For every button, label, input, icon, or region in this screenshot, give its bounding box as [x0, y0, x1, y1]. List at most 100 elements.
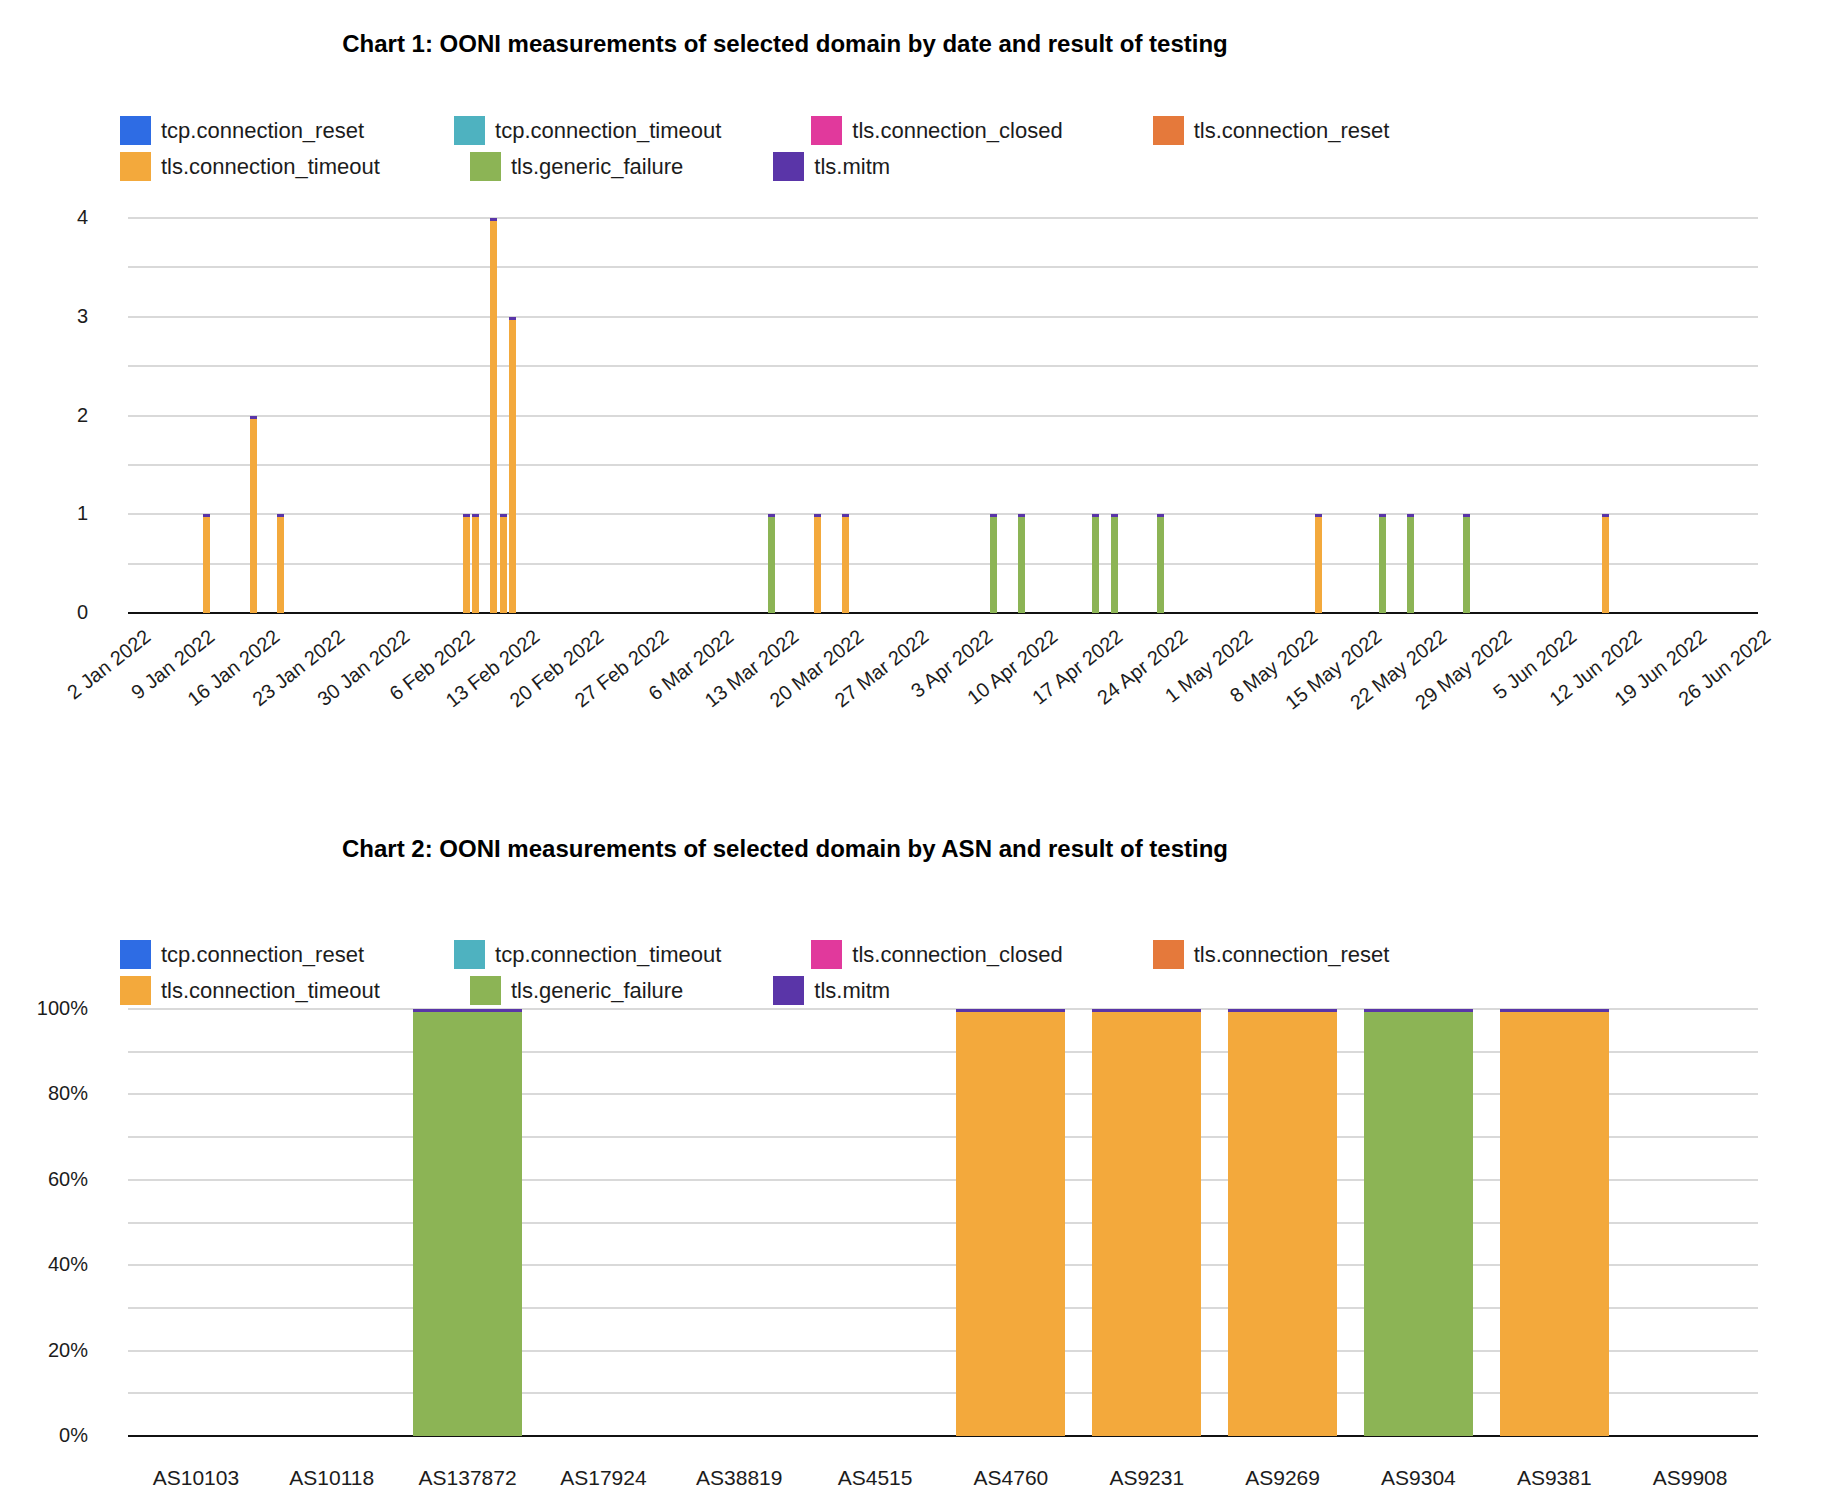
y-tick-label: 40%	[18, 1253, 88, 1276]
legend-item-tcp-connection-reset[interactable]: tcp.connection_reset	[120, 116, 364, 145]
legend-swatch-tls-mitm-icon	[773, 152, 804, 181]
legend-item-tcp-connection-timeout[interactable]: tcp.connection_timeout	[454, 116, 721, 145]
legend-item-tls-connection-reset[interactable]: tls.connection_reset	[1153, 940, 1390, 969]
legend-label: tls.connection_reset	[1194, 118, 1390, 144]
legend-item-tcp-connection-reset[interactable]: tcp.connection_reset	[120, 940, 364, 969]
bar-cap-tls-mitm	[472, 514, 479, 517]
legend-item-tls-connection-reset[interactable]: tls.connection_reset	[1153, 116, 1390, 145]
legend-item-tls-connection-closed[interactable]: tls.connection_closed	[811, 940, 1062, 969]
x-tick-label-asn: AS38819	[671, 1466, 807, 1490]
bar-cap-tls-mitm	[1379, 514, 1386, 517]
chart1-legend-row-2: tls.connection_timeout tls.generic_failur…	[120, 152, 890, 181]
chart1-plot-area	[128, 218, 1758, 613]
legend-swatch-tcp-connection-timeout-icon	[454, 116, 485, 145]
y-tick-label: 3	[38, 305, 88, 328]
x-tick-label-asn: AS9231	[1079, 1466, 1215, 1490]
y-tick-label: 60%	[18, 1168, 88, 1191]
y-tick-label: 4	[38, 206, 88, 229]
bar-cap-tls-mitm	[413, 1009, 522, 1012]
legend-item-tcp-connection-timeout[interactable]: tcp.connection_timeout	[454, 940, 721, 969]
bar-cap-tls-mitm	[1092, 1009, 1201, 1012]
legend-item-tls-connection-timeout[interactable]: tls.connection_timeout	[120, 976, 380, 1005]
legend-label: tls.connection_reset	[1194, 942, 1390, 968]
legend-item-tls-generic-failure[interactable]: tls.generic_failure	[470, 152, 683, 181]
bar-12-mar-2022[interactable]	[768, 514, 775, 613]
bar-cap-tls-mitm	[1228, 1009, 1337, 1012]
bar-23-apr-2022[interactable]	[1157, 514, 1164, 613]
bar-12-feb-2022[interactable]	[509, 317, 516, 613]
bar-cap-tls-mitm	[463, 514, 470, 517]
bar-cap-tls-mitm	[1157, 514, 1164, 517]
x-axis-line	[128, 612, 1758, 614]
bar-20-may-2022[interactable]	[1407, 514, 1414, 613]
bar-16-apr-2022[interactable]	[1092, 514, 1099, 613]
x-tick-label-asn: AS9304	[1351, 1466, 1487, 1490]
bar-cap-tls-mitm	[203, 514, 210, 517]
bar-as137872[interactable]	[413, 1009, 522, 1436]
chart2-legend-row-1: tcp.connection_reset tcp.connection_timeo…	[120, 940, 1389, 969]
legend-swatch-tls-generic-failure-icon	[470, 976, 501, 1005]
bar-as4760[interactable]	[956, 1009, 1065, 1436]
legend-item-tls-mitm[interactable]: tls.mitm	[773, 152, 890, 181]
x-tick-label-asn: AS4760	[943, 1466, 1079, 1490]
bar-7-feb-2022[interactable]	[463, 514, 470, 613]
legend-label: tls.mitm	[814, 978, 890, 1004]
bar-18-apr-2022[interactable]	[1111, 514, 1118, 613]
legend-swatch-tls-connection-reset-icon	[1153, 940, 1184, 969]
bar-26-may-2022[interactable]	[1463, 514, 1470, 613]
bar-as9381[interactable]	[1500, 1009, 1609, 1436]
chart2-plot-area	[128, 1009, 1758, 1436]
legend-item-tls-generic-failure[interactable]: tls.generic_failure	[470, 976, 683, 1005]
bar-5-apr-2022[interactable]	[990, 514, 997, 613]
bar-cap-tls-mitm	[509, 317, 516, 320]
bar-cap-tls-mitm	[1092, 514, 1099, 517]
legend-swatch-tcp-connection-timeout-icon	[454, 940, 485, 969]
bar-cap-tls-mitm	[1407, 514, 1414, 517]
bar-20-mar-2022[interactable]	[842, 514, 849, 613]
bar-cap-tls-mitm	[1315, 514, 1322, 517]
legend-label: tls.generic_failure	[511, 978, 683, 1004]
bar-17-mar-2022[interactable]	[814, 514, 821, 613]
bar-8-feb-2022[interactable]	[472, 514, 479, 613]
gridline	[128, 266, 1758, 268]
bar-cap-tls-mitm	[1111, 514, 1118, 517]
bar-11-feb-2022[interactable]	[500, 514, 507, 613]
chart2-legend-row-2: tls.connection_timeout tls.generic_failur…	[120, 976, 890, 1005]
gridline	[128, 316, 1758, 318]
legend-swatch-tls-generic-failure-icon	[470, 152, 501, 181]
bar-18-jan-2022[interactable]	[277, 514, 284, 613]
legend-item-tls-mitm[interactable]: tls.mitm	[773, 976, 890, 1005]
bar-as9231[interactable]	[1092, 1009, 1201, 1436]
legend-swatch-tls-connection-closed-icon	[811, 940, 842, 969]
gridline	[128, 217, 1758, 219]
y-tick-label: 0%	[18, 1424, 88, 1447]
legend-swatch-tls-connection-timeout-icon	[120, 152, 151, 181]
bar-15-jan-2022[interactable]	[250, 416, 257, 614]
bar-10-feb-2022[interactable]	[490, 218, 497, 613]
bar-17-may-2022[interactable]	[1379, 514, 1386, 613]
gridline	[128, 563, 1758, 565]
bar-cap-tls-mitm	[1602, 514, 1609, 517]
bar-10-jun-2022[interactable]	[1602, 514, 1609, 613]
bar-as9304[interactable]	[1364, 1009, 1473, 1436]
bar-8-apr-2022[interactable]	[1018, 514, 1025, 613]
legend-swatch-tcp-connection-reset-icon	[120, 940, 151, 969]
gridline	[128, 464, 1758, 466]
y-tick-label: 20%	[18, 1339, 88, 1362]
legend-swatch-tls-connection-closed-icon	[811, 116, 842, 145]
bar-10-may-2022[interactable]	[1315, 514, 1322, 613]
bar-cap-tls-mitm	[1463, 514, 1470, 517]
bar-cap-tls-mitm	[768, 514, 775, 517]
x-tick-label-asn: AS9908	[1622, 1466, 1758, 1490]
bar-cap-tls-mitm	[1018, 514, 1025, 517]
x-tick-label-asn: AS9269	[1215, 1466, 1351, 1490]
chart2-title: Chart 2: OONI measurements of selected d…	[0, 835, 1570, 863]
legend-item-tls-connection-timeout[interactable]: tls.connection_timeout	[120, 152, 380, 181]
bar-cap-tls-mitm	[956, 1009, 1065, 1012]
legend-item-tls-connection-closed[interactable]: tls.connection_closed	[811, 116, 1062, 145]
chart1-title: Chart 1: OONI measurements of selected d…	[0, 30, 1570, 58]
bar-as9269[interactable]	[1228, 1009, 1337, 1436]
legend-label: tls.connection_closed	[852, 942, 1062, 968]
legend-label: tcp.connection_reset	[161, 942, 364, 968]
bar-10-jan-2022[interactable]	[203, 514, 210, 613]
